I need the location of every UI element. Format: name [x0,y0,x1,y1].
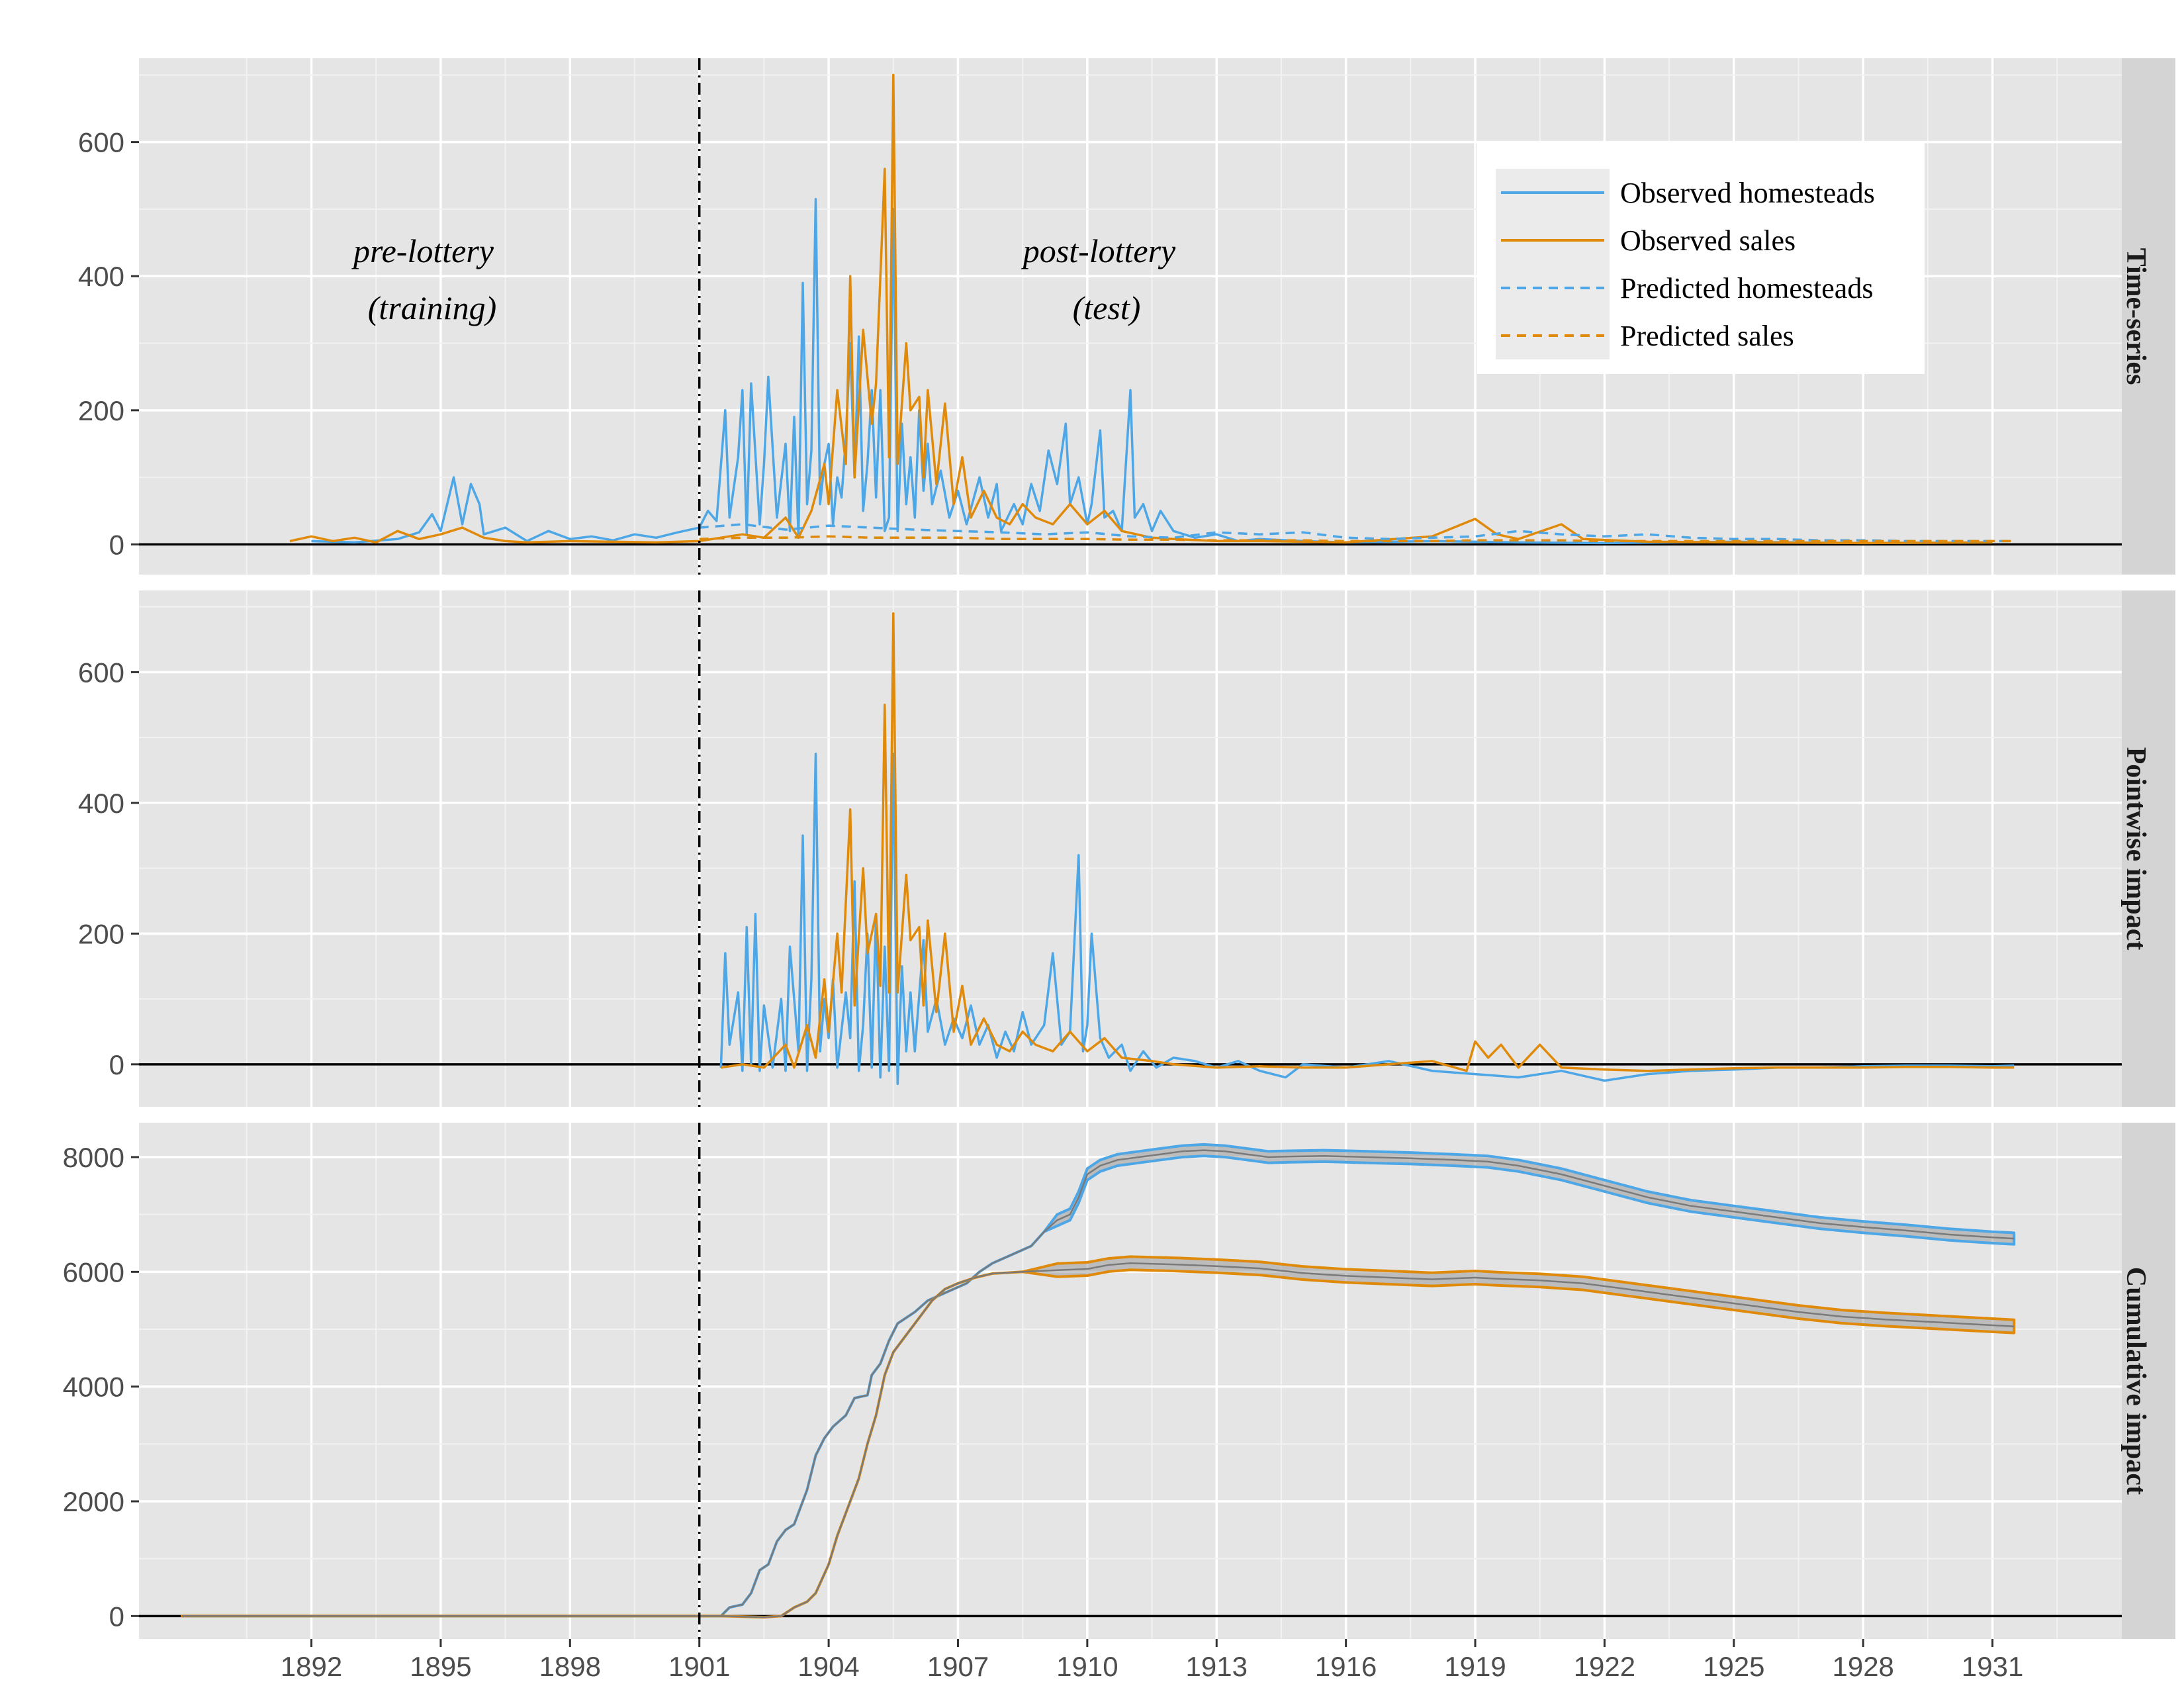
x-tick-label: 1922 [1574,1651,1635,1682]
x-tick-label: 1925 [1703,1651,1764,1682]
legend-label: Predicted sales [1620,320,1794,352]
x-tick-label: 1907 [927,1651,989,1682]
annotation-pre-lottery-line-1: pre-lottery [351,232,494,269]
strip-label-pointwise-impact: Pointwise impact [2120,747,2151,951]
yticks-0: 0 200 400 600 [78,127,139,561]
x-tick-label: 1919 [1444,1651,1506,1682]
x-tick-label: 1916 [1315,1651,1377,1682]
panel-time-series: 0 200 400 600 Time-series pre-lottery (trai… [78,58,2175,575]
y-tick-label: 200 [78,918,124,949]
x-tick-label: 1904 [797,1651,859,1682]
annotation-pre-lottery-line-2: (training) [368,289,496,326]
y-tick-label: 200 [78,395,124,426]
yticks-2: 0 2000 4000 6000 8000 [63,1142,139,1632]
y-tick-label: 2000 [63,1486,124,1517]
strip-label-cumulative-impact: Cumulative impact [2120,1267,2151,1495]
x-tick-label: 1892 [281,1651,342,1682]
x-tick-label: 1895 [410,1651,471,1682]
y-tick-label: 0 [109,1601,124,1632]
x-tick-label: 1928 [1832,1651,1893,1682]
y-tick-label: 8000 [63,1142,124,1173]
panel-cumulative-impact: 0 2000 4000 6000 8000 Cumulative impact [63,1123,2175,1639]
annotation-post-lottery-line-1: post-lottery [1021,232,1176,269]
y-tick-label: 4000 [63,1372,124,1403]
y-tick-label: 0 [109,1049,124,1080]
legend: Observed homesteads Observed sales Predi… [1477,141,1925,374]
y-tick-label: 600 [78,657,124,688]
legend-label: Observed sales [1620,224,1796,257]
x-tick-label: 1898 [539,1651,601,1682]
strip-label-time-series: Time-series [2120,248,2151,385]
y-tick-label: 0 [109,529,124,560]
x-tick-label: 1910 [1056,1651,1118,1682]
panel-background [139,1123,2122,1639]
x-tick-label: 1901 [668,1651,730,1682]
y-tick-label: 400 [78,788,124,819]
legend-label: Observed homesteads [1620,177,1875,209]
y-tick-label: 600 [78,127,124,158]
panel-background [139,590,2122,1107]
annotation-post-lottery-line-2: (test) [1073,289,1141,326]
legend-label: Predicted homesteads [1620,272,1873,305]
x-tick-label: 1931 [1962,1651,2023,1682]
yticks-1: 0 200 400 600 [78,657,139,1080]
y-tick-label: 400 [78,261,124,292]
x-axis: 1892 1895 1898 1901 1904 1907 1910 1913 1916 1919… [281,1639,2024,1682]
y-tick-label: 6000 [63,1256,124,1288]
x-tick-label: 1913 [1186,1651,1248,1682]
panel-pointwise-impact: 0 200 400 600 Pointwise impact [78,590,2175,1107]
